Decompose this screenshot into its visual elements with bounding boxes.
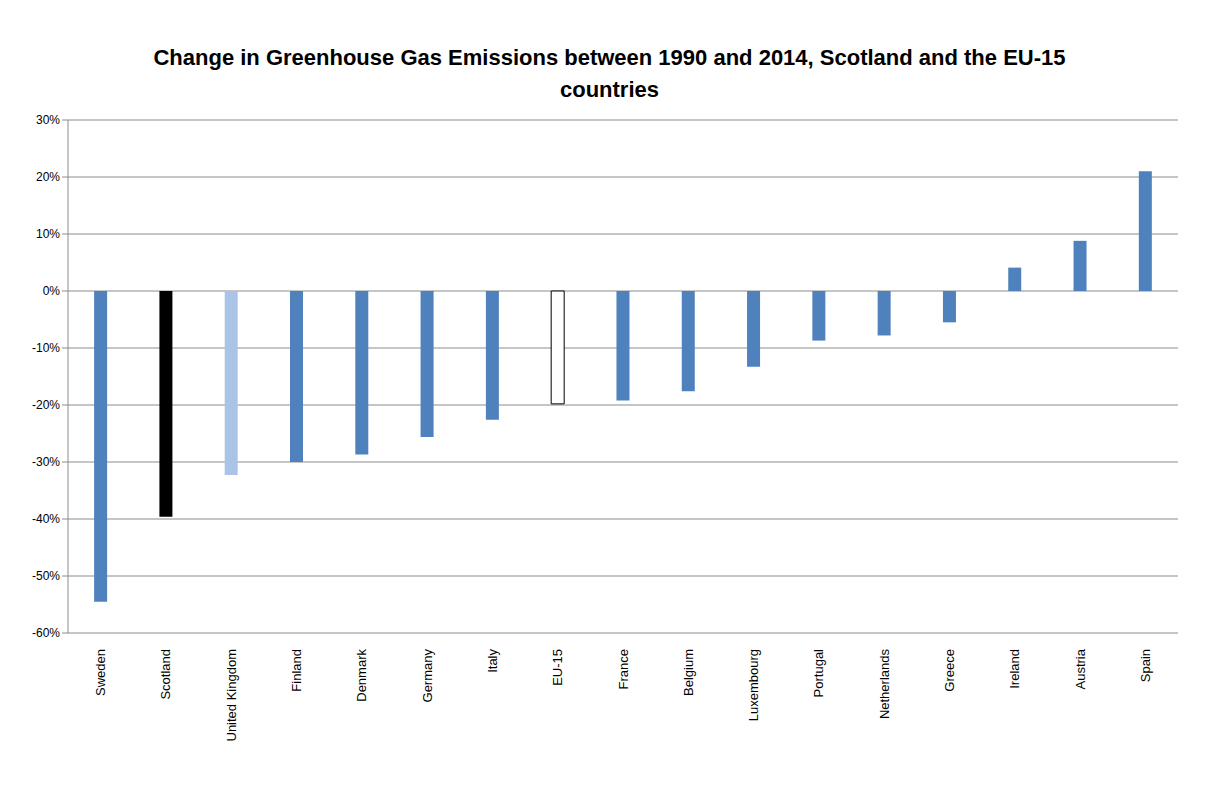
html-text:Change in Greenhouse Gas Emiss: Change in Greenhouse Gas Emissions betwe…: [153, 45, 1066, 102]
svg-text:Austria: Austria: [1073, 648, 1088, 689]
svg-text:EU-15: EU-15: [550, 649, 565, 686]
svg-text:Portugal: Portugal: [811, 649, 826, 698]
svg-text:Spain: Spain: [1138, 649, 1153, 682]
svg-text:Netherlands: Netherlands: [877, 649, 892, 720]
svg-text:Greece: Greece: [942, 649, 957, 692]
svg-text:Luxembourg: Luxembourg: [746, 649, 761, 721]
svg-text:United Kingdom: United Kingdom: [224, 649, 239, 742]
svg-text:10%: 10%: [36, 227, 60, 241]
svg-text:-30%: -30%: [32, 455, 60, 469]
svg-text:Sweden: Sweden: [93, 649, 108, 696]
svg-text:-50%: -50%: [32, 569, 60, 583]
svg-text:Scotland: Scotland: [158, 649, 173, 700]
svg-text:30%: 30%: [36, 113, 60, 127]
svg-text:-10%: -10%: [32, 341, 60, 355]
svg-text:France: France: [616, 649, 631, 689]
svg-text:Finland: Finland: [289, 649, 304, 692]
svg-text:0%: 0%: [43, 284, 61, 298]
svg-text:-20%: -20%: [32, 398, 60, 412]
svg-text:Belgium: Belgium: [681, 649, 696, 696]
svg-text:-40%: -40%: [32, 512, 60, 526]
svg-text:-60%: -60%: [32, 626, 60, 640]
svg-text:Germany: Germany: [420, 649, 435, 703]
svg-text:20%: 20%: [36, 170, 60, 184]
svg-text:Ireland: Ireland: [1007, 649, 1022, 689]
svg-text:Denmark: Denmark: [354, 649, 369, 702]
svg-text:Italy: Italy: [485, 649, 500, 673]
